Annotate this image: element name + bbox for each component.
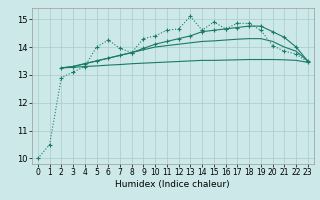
X-axis label: Humidex (Indice chaleur): Humidex (Indice chaleur): [116, 180, 230, 189]
